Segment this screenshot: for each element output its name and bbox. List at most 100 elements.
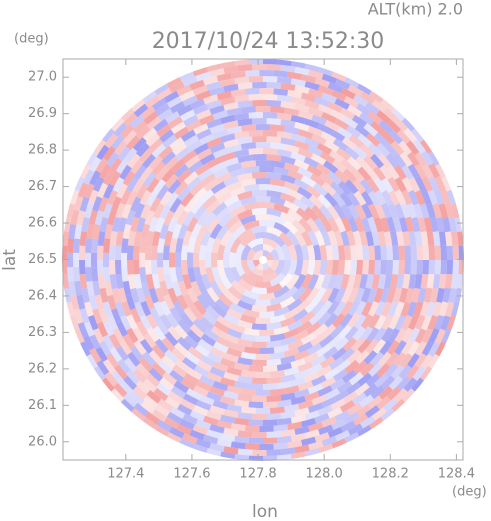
radar-cell bbox=[347, 313, 360, 329]
radar-cell bbox=[266, 118, 282, 126]
radar-cell bbox=[181, 260, 189, 276]
radar-cell bbox=[359, 325, 374, 342]
radar-cell bbox=[146, 327, 160, 343]
radar-cell bbox=[139, 252, 146, 268]
radar-cell bbox=[174, 147, 191, 161]
radar-cell bbox=[313, 260, 321, 276]
radar-cell bbox=[73, 252, 80, 268]
radar-cell bbox=[76, 294, 86, 310]
radar-cell bbox=[120, 124, 135, 139]
radar-field bbox=[62, 59, 464, 461]
radar-cell bbox=[284, 125, 300, 135]
radar-cell bbox=[139, 189, 152, 206]
radar-cell bbox=[405, 140, 420, 156]
radar-cell bbox=[240, 142, 256, 150]
radar-cell bbox=[427, 150, 441, 167]
radar-cell bbox=[334, 98, 350, 110]
radar-cell bbox=[65, 301, 75, 317]
radar-cell bbox=[390, 364, 405, 380]
radar-cell bbox=[329, 181, 345, 196]
radar-cell bbox=[392, 216, 402, 233]
radar-cell bbox=[163, 416, 180, 430]
radar-cell bbox=[451, 301, 461, 317]
radar-cell bbox=[300, 244, 309, 260]
radar-cell bbox=[348, 371, 364, 386]
radar-cell bbox=[240, 388, 256, 396]
radar-cell bbox=[183, 171, 199, 186]
radar-cell bbox=[108, 170, 122, 187]
radar-cell bbox=[104, 280, 113, 297]
radar-cell bbox=[237, 172, 253, 182]
radar-cell bbox=[444, 273, 453, 289]
radar-cell bbox=[312, 182, 329, 197]
radar-cell bbox=[65, 203, 75, 219]
radar-cell bbox=[169, 406, 186, 419]
radar-cell bbox=[343, 260, 351, 275]
radar-cell bbox=[294, 425, 310, 436]
radar-cell bbox=[88, 294, 98, 311]
radar-cell bbox=[247, 271, 263, 282]
radar-cell bbox=[139, 314, 152, 331]
radar-cell bbox=[84, 301, 94, 317]
radar-cell bbox=[135, 142, 150, 158]
radar-cell bbox=[164, 230, 174, 246]
y-unit: (deg) bbox=[14, 32, 49, 47]
radar-cell bbox=[220, 151, 236, 163]
radar-cell bbox=[117, 358, 131, 374]
radar-cell bbox=[383, 273, 393, 289]
radar-cell bbox=[333, 389, 350, 403]
chart-title: 2017/10/24 13:52:30 bbox=[152, 29, 385, 54]
radar-cell bbox=[175, 266, 184, 283]
radar-cell bbox=[280, 447, 296, 456]
radar-cell bbox=[144, 95, 161, 109]
radar-cell bbox=[290, 395, 306, 406]
radar-cell bbox=[180, 129, 197, 142]
radar-cell bbox=[421, 163, 434, 180]
radar-cell bbox=[343, 96, 360, 109]
radar-cell bbox=[367, 111, 383, 125]
radar-cell bbox=[130, 408, 146, 422]
radar-cell bbox=[153, 387, 169, 402]
radar-cell bbox=[109, 245, 116, 260]
radar-cell bbox=[421, 328, 433, 344]
radar-cell bbox=[216, 456, 232, 461]
radar-cell bbox=[250, 226, 268, 234]
radar-cell bbox=[343, 245, 351, 260]
radar-cell bbox=[412, 365, 426, 381]
radar-cell bbox=[110, 117, 125, 132]
radar-cell bbox=[189, 323, 205, 339]
radar-cell bbox=[79, 231, 88, 247]
radar-cell bbox=[458, 245, 464, 260]
radar-cell bbox=[307, 274, 319, 291]
radar-cell bbox=[109, 274, 118, 290]
radar-cell bbox=[263, 455, 278, 461]
radar-cell bbox=[189, 429, 205, 441]
radar-cell bbox=[393, 351, 407, 367]
radar-cell bbox=[255, 335, 271, 342]
radar-cell bbox=[417, 217, 427, 233]
radar-cell bbox=[273, 424, 289, 432]
radar-cell bbox=[331, 90, 347, 102]
radar-cell bbox=[392, 260, 399, 275]
radar-cell bbox=[441, 328, 453, 344]
radar-cell bbox=[199, 189, 215, 204]
radar-cell bbox=[283, 366, 300, 376]
radar-cell bbox=[251, 359, 267, 366]
radar-cell bbox=[258, 220, 276, 228]
altitude-label: ALT(km) 2.0 bbox=[368, 0, 463, 19]
radar-cell bbox=[362, 245, 369, 260]
radar-cell bbox=[263, 148, 278, 155]
radar-cell bbox=[290, 357, 306, 369]
radar-cell bbox=[429, 287, 439, 304]
radar-cell bbox=[300, 175, 317, 188]
radar-cell bbox=[401, 314, 413, 331]
radar-cell bbox=[122, 280, 132, 297]
radar-cell bbox=[241, 260, 252, 276]
radar-cell bbox=[435, 341, 447, 357]
radar-cell bbox=[280, 192, 296, 204]
radar-cell bbox=[316, 364, 333, 378]
radar-cell bbox=[219, 230, 233, 247]
radar-cell bbox=[310, 333, 326, 347]
radar-cell bbox=[103, 252, 110, 268]
radar-cell bbox=[172, 300, 186, 317]
